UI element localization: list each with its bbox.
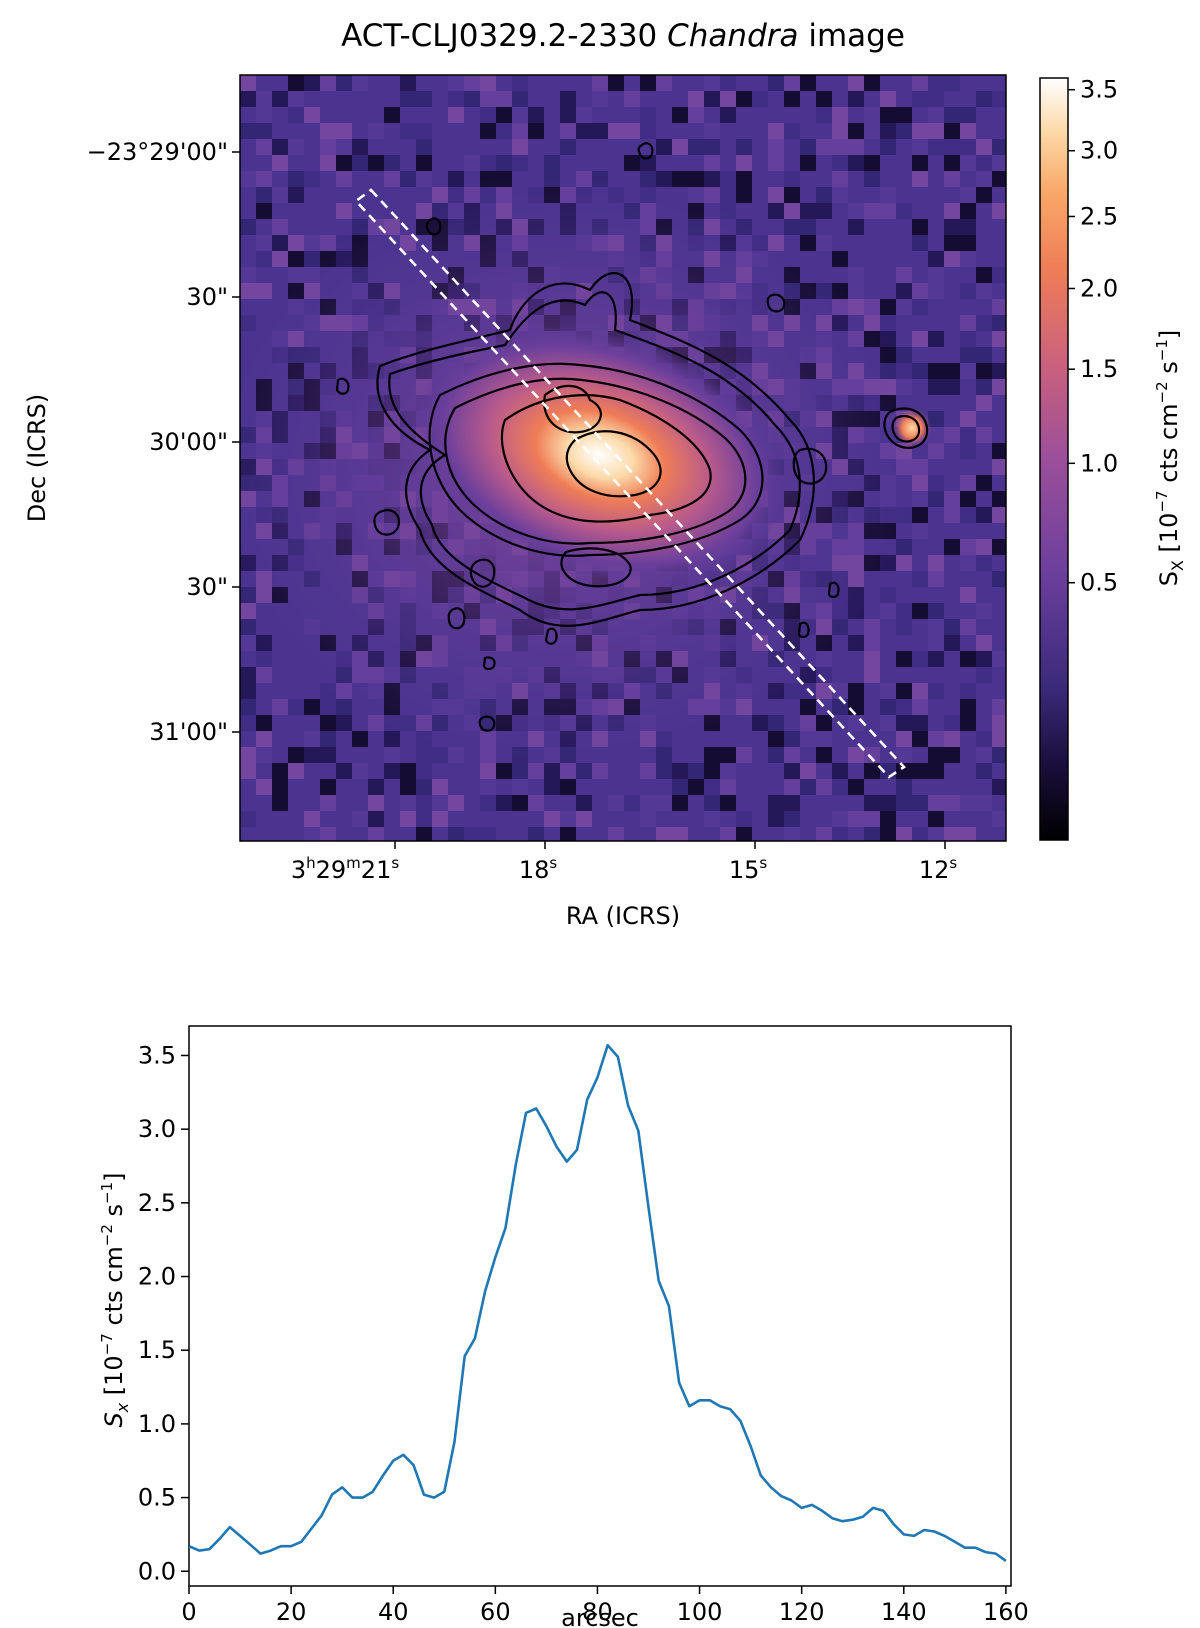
heatmap-frame	[239, 74, 1007, 842]
heatmap-y-label: Dec (ICRS)	[23, 394, 51, 523]
heatmap-y-ticks	[232, 151, 240, 733]
y-tick-label: 0.0	[138, 1557, 176, 1585]
x-tick-label: 140	[881, 1598, 927, 1626]
profile-frame	[188, 1025, 1012, 1587]
heatmap-y-tick-label: 30"	[186, 283, 228, 311]
contours	[335, 142, 929, 732]
colorbar: 3.5 3.0 2.5 2.0 1.5 1.0 0.5 SX [10−7 cts cm−2 …	[1039, 76, 1187, 841]
heatmap-x-label: RA (ICRS)	[566, 902, 680, 930]
heatmap-x-ticks	[394, 841, 946, 849]
heatmap-y-tick-label: −23°29'00"	[87, 138, 228, 166]
y-tick-label: 3.5	[138, 1041, 176, 1069]
y-tick-label: 2.0	[138, 1263, 176, 1291]
x-tick-label: 100	[677, 1598, 723, 1626]
profile-y-label: Sx [10−7 cts cm−2 s−1]	[98, 1172, 132, 1427]
y-tick-label: 1.0	[138, 1410, 176, 1438]
profile-x-ticks: 0 20 40 60 80 100 120 140 160	[181, 1586, 1029, 1626]
chart-title: ACT-CLJ0329.2-2330 Chandra image	[341, 18, 905, 54]
colorbar-tick-label: 3.5	[1080, 76, 1118, 104]
profile-panel: 0 20 40 60 80 100 120 140 160 0.0 0.5 1.0 1.5 2.0 2.5…	[98, 1025, 1029, 1628]
colorbar-tick-label: 3.0	[1080, 137, 1118, 165]
heatmap-x-tick-label: 18s	[519, 854, 558, 884]
colorbar-ticks: 3.5 3.0 2.5 2.0 1.5 1.0 0.5	[1068, 76, 1118, 597]
profile-x-label: arcsec	[561, 1604, 639, 1628]
cluster-emission	[415, 326, 785, 584]
colorbar-tick-label: 1.5	[1080, 355, 1118, 383]
x-tick-label: 40	[378, 1598, 409, 1626]
heatmap-panel: ACT-CLJ0329.2-2330 Chandra image	[23, 18, 1187, 930]
series-line	[189, 1043, 1007, 1562]
x-tick-label: 160	[983, 1598, 1029, 1626]
heatmap-y-tick-label: 30'00"	[149, 428, 228, 456]
heatmap-y-tick-label: 31'00"	[149, 718, 228, 746]
x-tick-label: 120	[779, 1598, 825, 1626]
heatmap-y-tick-label: 30"	[186, 573, 228, 601]
y-tick-label: 0.5	[138, 1484, 176, 1512]
extraction-region	[354, 188, 906, 779]
y-tick-label: 3.0	[138, 1115, 176, 1143]
x-tick-label: 20	[276, 1598, 307, 1626]
x-tick-label: 80	[582, 1598, 613, 1626]
heatmap-x-tick-label: 15s	[729, 854, 768, 884]
profile-y-ticks: 0.0 0.5 1.0 1.5 2.0 2.5 3.0 3.5	[138, 1041, 189, 1585]
heatmap-x-tick-label: 12s	[919, 854, 958, 884]
colorbar-tick-label: 2.5	[1080, 202, 1118, 230]
colorbar-tick-label: 2.0	[1080, 274, 1118, 302]
y-tick-label: 2.5	[138, 1189, 176, 1217]
x-tick-label: 60	[480, 1598, 511, 1626]
colorbar-tick-label: 1.0	[1080, 449, 1118, 477]
colorbar-label: SX [10−7 cts cm−2 s−1]	[1153, 330, 1187, 587]
y-tick-label: 1.5	[138, 1336, 176, 1364]
heatmap-image	[240, 75, 1006, 841]
x-tick-label: 0	[181, 1598, 196, 1626]
colorbar-tick-label: 0.5	[1080, 569, 1118, 597]
point-source	[892, 408, 932, 448]
heatmap-x-tick-label: 3h29m21s	[291, 854, 400, 884]
